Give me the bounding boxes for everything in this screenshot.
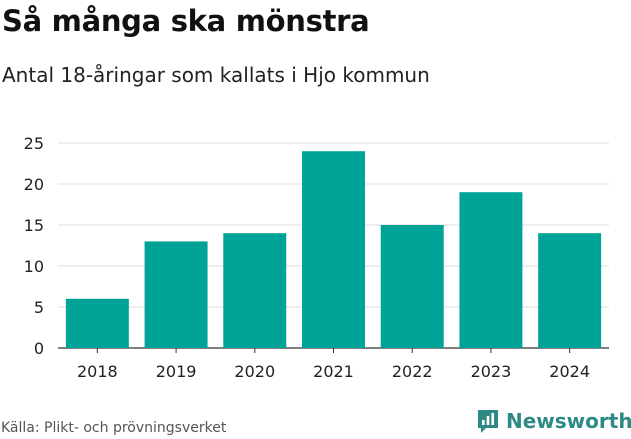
- bar: [144, 241, 208, 348]
- x-tick-label: 2019: [156, 362, 197, 381]
- bar: [302, 151, 365, 348]
- y-tick-label: 10: [24, 257, 44, 276]
- bar: [65, 298, 129, 348]
- chart-subtitle: Antal 18-åringar som kallats i Hjo kommu…: [2, 63, 430, 87]
- x-tick-label: 2022: [392, 362, 433, 381]
- bar-chart-icon: [478, 410, 498, 433]
- bar: [223, 233, 287, 348]
- brand-name: Newsworthy: [506, 409, 631, 433]
- y-tick-label: 0: [34, 339, 44, 358]
- source-note: Källa: Plikt- och prövningsverket: [1, 420, 227, 436]
- bar: [380, 225, 444, 348]
- y-tick-label: 25: [24, 134, 44, 153]
- x-tick-label: 2018: [77, 362, 118, 381]
- x-tick-label: 2020: [234, 362, 275, 381]
- x-tick-label: 2024: [549, 362, 590, 381]
- bar: [538, 233, 602, 348]
- x-tick-label: 2021: [313, 362, 354, 381]
- y-tick-label: 20: [24, 175, 44, 194]
- chart-title: Så många ska mönstra: [2, 4, 370, 38]
- y-tick-label: 5: [34, 298, 44, 317]
- x-tick-label: 2023: [471, 362, 512, 381]
- brand-logo: Newsworthy: [476, 408, 631, 434]
- bar: [459, 192, 523, 348]
- y-tick-label: 15: [24, 216, 44, 235]
